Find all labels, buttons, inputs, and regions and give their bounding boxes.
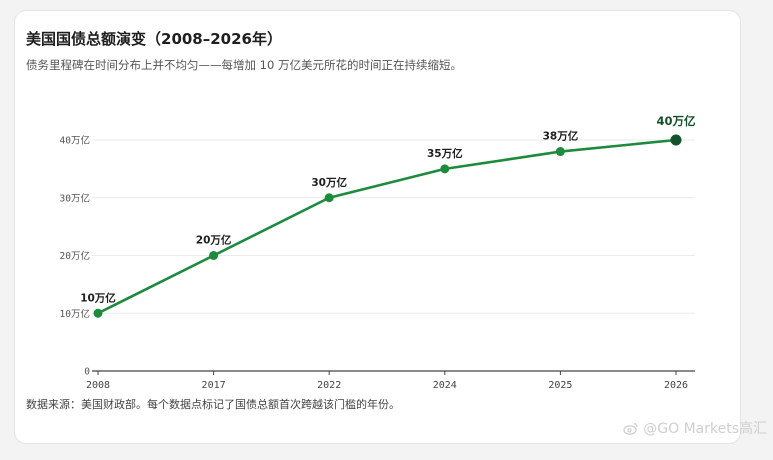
data-label: 10万亿 — [80, 291, 116, 304]
data-point — [93, 308, 103, 318]
x-tick-label: 2017 — [202, 380, 226, 391]
data-point — [209, 251, 219, 260]
y-tick-label: 10万亿 — [60, 308, 90, 320]
x-tick-label: 2025 — [548, 380, 572, 391]
weibo-logo-icon — [623, 422, 638, 435]
x-tick-label: 2024 — [433, 380, 457, 391]
data-point — [324, 193, 334, 203]
watermark: @GO Markets高汇 — [623, 418, 767, 438]
data-source-note: 数据来源：美国财政部。每个数据点标记了国债总额首次跨越该门槛的年份。 — [26, 398, 400, 411]
data-point — [440, 164, 450, 174]
data-label: 35万亿 — [427, 147, 463, 160]
y-tick-label: 40万亿 — [60, 135, 90, 147]
data-label: 38万亿 — [543, 130, 579, 143]
chart-title: 美国国债总额演变（2008–2026年） — [26, 30, 282, 48]
chart-card — [14, 10, 741, 444]
y-tick-label: 30万亿 — [60, 192, 90, 204]
watermark-text: @GO Markets高汇 — [643, 421, 767, 437]
data-label: 20万亿 — [196, 234, 232, 247]
data-point — [555, 147, 565, 157]
x-tick-label: 2026 — [664, 380, 688, 391]
series-line — [96, 138, 678, 315]
x-tick-label: 2008 — [86, 380, 110, 391]
data-label: 40万亿 — [656, 114, 696, 128]
x-tick-label: 2022 — [317, 380, 341, 391]
data-point — [670, 134, 682, 146]
data-label: 30万亿 — [311, 176, 347, 189]
y-tick-label: 20万亿 — [60, 250, 90, 262]
y-tick-label: 0 — [84, 367, 90, 378]
chart-subtitle: 债务里程碑在时间分布上并不均匀——每增加 10 万亿美元所花的时间正在持续缩短。 — [26, 58, 462, 72]
